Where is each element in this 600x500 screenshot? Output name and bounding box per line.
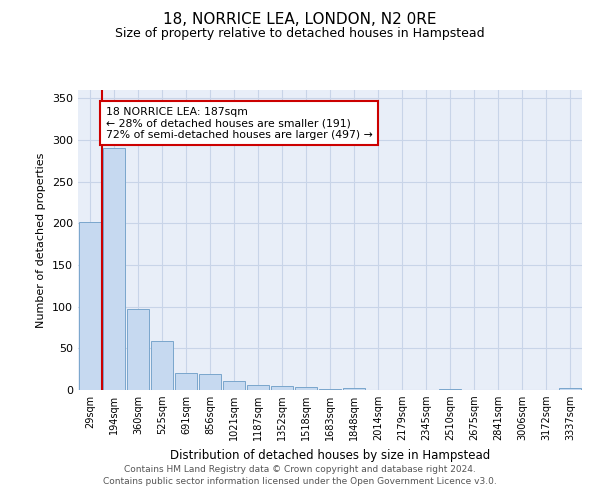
Bar xyxy=(175,374,197,390)
Bar xyxy=(439,389,461,390)
Text: 18 NORRICE LEA: 187sqm
← 28% of detached houses are smaller (191)
72% of semi-de: 18 NORRICE LEA: 187sqm ← 28% of detached… xyxy=(106,106,373,140)
Text: Contains HM Land Registry data © Crown copyright and database right 2024.: Contains HM Land Registry data © Crown c… xyxy=(124,466,476,474)
Y-axis label: Number of detached properties: Number of detached properties xyxy=(37,152,46,328)
Bar xyxy=(559,388,581,390)
X-axis label: Distribution of detached houses by size in Hampstead: Distribution of detached houses by size … xyxy=(170,449,490,462)
Text: Size of property relative to detached houses in Hampstead: Size of property relative to detached ho… xyxy=(115,28,485,40)
Bar xyxy=(151,341,173,390)
Text: 18, NORRICE LEA, LONDON, N2 0RE: 18, NORRICE LEA, LONDON, N2 0RE xyxy=(163,12,437,28)
Bar xyxy=(199,374,221,390)
Bar xyxy=(223,381,245,390)
Text: Contains public sector information licensed under the Open Government Licence v3: Contains public sector information licen… xyxy=(103,477,497,486)
Bar xyxy=(79,222,101,390)
Bar xyxy=(295,386,317,390)
Bar xyxy=(247,385,269,390)
Bar xyxy=(103,148,125,390)
Bar xyxy=(127,309,149,390)
Bar xyxy=(319,389,341,390)
Bar xyxy=(271,386,293,390)
Bar xyxy=(343,388,365,390)
